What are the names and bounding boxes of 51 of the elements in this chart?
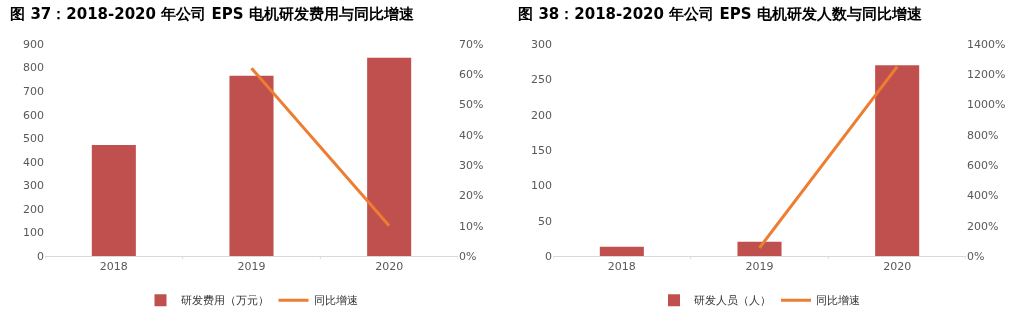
y2-tick-label: 400% — [967, 189, 999, 203]
y-tick-label: 800 — [23, 61, 44, 75]
x-tick-label: 2020 — [883, 260, 912, 274]
y-tick-label: 900 — [23, 37, 44, 51]
x-tick-label: 2018 — [607, 260, 636, 274]
y2-tick-label: 1000% — [967, 98, 1006, 112]
chart-title: 图 38：2018-2020 年公司 EPS 电机研发人数与同比增速 — [518, 4, 923, 23]
bar — [875, 65, 920, 256]
y-tick-label: 200 — [531, 108, 552, 122]
y-tick-label: 300 — [23, 179, 44, 193]
y2-tick-label: 600% — [967, 158, 999, 172]
y2-tick-label: 800% — [967, 128, 999, 142]
y2-tick-label: 0% — [967, 249, 985, 263]
y2-tick-label: 10% — [459, 219, 484, 233]
bar — [367, 57, 412, 256]
y-tick-label: 400 — [23, 155, 44, 169]
legend-label: 研发费用（万元） — [180, 294, 269, 308]
bar — [91, 145, 136, 256]
y2-tick-label: 0% — [459, 249, 477, 263]
y-tick-label: 200 — [23, 202, 44, 216]
y2-tick-label: 1200% — [967, 68, 1006, 82]
y2-tick-label: 1400% — [967, 37, 1006, 51]
legend-label: 同比增速 — [313, 294, 358, 308]
y-tick-label: 700 — [23, 84, 44, 98]
y2-tick-label: 50% — [459, 98, 484, 112]
y-tick-label: 0 — [545, 249, 552, 263]
x-tick-label: 2019 — [237, 260, 266, 274]
legend-label: 研发人员（人） — [694, 294, 771, 308]
y-tick-label: 100 — [531, 179, 552, 193]
bar — [737, 241, 782, 256]
y-tick-label: 100 — [23, 226, 44, 240]
y-tick-label: 600 — [23, 108, 44, 122]
bar — [229, 75, 274, 256]
y2-tick-label: 20% — [459, 189, 484, 203]
y2-tick-label: 40% — [459, 128, 484, 142]
y2-tick-label: 60% — [459, 68, 484, 82]
y-tick-label: 500 — [23, 132, 44, 146]
y2-tick-label: 200% — [967, 219, 999, 233]
y-tick-label: 0 — [37, 249, 44, 263]
x-tick-label: 2018 — [99, 260, 128, 274]
y-tick-label: 50 — [538, 214, 552, 228]
y-tick-label: 300 — [531, 37, 552, 51]
chart-title: 图 37：2018-2020 年公司 EPS 电机研发费用与同比增速 — [10, 4, 415, 23]
y-tick-label: 250 — [531, 73, 552, 87]
y2-tick-label: 30% — [459, 158, 484, 172]
x-tick-label: 2020 — [375, 260, 404, 274]
x-tick-label: 2019 — [745, 260, 774, 274]
bar — [599, 246, 644, 256]
legend-label: 同比增速 — [816, 294, 860, 308]
y-tick-label: 150 — [531, 143, 552, 157]
y2-tick-label: 70% — [459, 37, 484, 51]
